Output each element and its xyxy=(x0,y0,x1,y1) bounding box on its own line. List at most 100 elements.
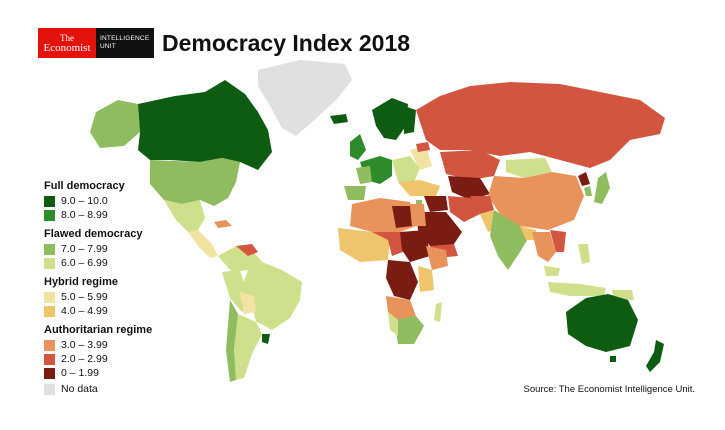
russia xyxy=(416,82,665,168)
legend-label: 7.0 – 7.99 xyxy=(61,243,108,255)
header: The Economist INTELLIGENCE UNIT Democrac… xyxy=(38,28,410,58)
uruguay xyxy=(262,334,270,344)
economist-logo: The Economist INTELLIGENCE UNIT xyxy=(38,28,154,58)
legend-item: 2.0 – 2.99 xyxy=(44,352,174,366)
legend: Full democracy 9.0 – 10.0 8.0 – 8.99 Fla… xyxy=(44,180,174,396)
caribbean xyxy=(214,220,232,228)
legend-swatch xyxy=(44,291,55,303)
finland xyxy=(404,106,416,134)
legend-swatch xyxy=(44,243,55,255)
uk-ireland xyxy=(350,134,366,160)
norway-sweden xyxy=(372,98,408,140)
logo-line1: The xyxy=(60,33,74,43)
legend-item: 5.0 – 5.99 xyxy=(44,290,174,304)
central-europe xyxy=(392,156,420,182)
source-note: Source: The Economist Intelligence Unit. xyxy=(523,384,695,395)
bolivia xyxy=(240,292,256,314)
iraq-syria xyxy=(424,196,448,212)
tasmania xyxy=(610,356,616,362)
south-korea xyxy=(584,186,592,196)
ethiopia-horn xyxy=(426,246,448,270)
north-korea xyxy=(578,172,590,186)
spain-portugal xyxy=(344,186,366,200)
legend-item: 4.0 – 4.99 xyxy=(44,304,174,318)
legend-label: 9.0 – 10.0 xyxy=(61,195,108,207)
west-africa xyxy=(338,228,390,262)
kazakhstan xyxy=(440,150,500,180)
unit-line1: INTELLIGENCE xyxy=(100,35,150,42)
afghanistan xyxy=(470,196,494,214)
legend-swatch xyxy=(44,339,55,351)
legend-heading-hybrid: Hybrid regime xyxy=(44,276,118,288)
page-title: Democracy Index 2018 xyxy=(162,29,411,56)
economist-logo-red: The Economist xyxy=(38,28,96,58)
legend-swatch xyxy=(44,367,55,379)
sudan xyxy=(400,230,430,262)
alaska xyxy=(90,100,140,148)
legend-label: 4.0 – 4.99 xyxy=(61,305,108,317)
intelligence-unit-logo: INTELLIGENCE UNIT xyxy=(96,28,154,58)
legend-item: 8.0 – 8.99 xyxy=(44,208,174,222)
new-zealand xyxy=(646,340,664,372)
legend-swatch xyxy=(44,209,55,221)
legend-item: 0 – 1.99 xyxy=(44,366,174,380)
legend-label: 6.0 – 6.99 xyxy=(61,257,108,269)
belarus xyxy=(416,142,430,152)
central-asia xyxy=(448,176,490,200)
legend-item: 6.0 – 6.99 xyxy=(44,256,174,270)
namibia-botswana xyxy=(388,312,398,336)
central-africa xyxy=(386,260,418,300)
greenland xyxy=(258,60,352,136)
legend-label: 3.0 – 3.99 xyxy=(61,339,108,351)
france xyxy=(356,166,372,184)
australia xyxy=(566,294,638,352)
legend-heading-full: Full democracy xyxy=(44,180,125,192)
india xyxy=(490,210,532,270)
legend-item: 9.0 – 10.0 xyxy=(44,194,174,208)
iran xyxy=(448,196,480,222)
east-africa xyxy=(418,266,434,292)
argentina xyxy=(234,314,262,380)
legend-swatch xyxy=(44,257,55,269)
angola-zambia xyxy=(386,296,416,320)
chile xyxy=(226,300,238,382)
southern-africa xyxy=(394,316,424,344)
mexico xyxy=(164,200,205,232)
malaysia xyxy=(544,266,560,276)
vietnam-laos xyxy=(550,230,566,252)
legend-swatch xyxy=(44,195,55,207)
venezuela xyxy=(236,244,258,256)
legend-label: 0 – 1.99 xyxy=(61,367,99,379)
paraguay xyxy=(254,312,264,324)
legend-label: 2.0 – 2.99 xyxy=(61,353,108,365)
china xyxy=(488,172,584,230)
usa xyxy=(150,158,240,206)
mongolia xyxy=(506,158,552,178)
unit-line2: UNIT xyxy=(100,43,116,50)
japan xyxy=(594,172,610,204)
iceland xyxy=(330,114,348,124)
legend-item: 7.0 – 7.99 xyxy=(44,242,174,256)
egypt xyxy=(410,204,426,226)
philippines xyxy=(578,244,590,264)
legend-item: 3.0 – 3.99 xyxy=(44,338,174,352)
madagascar xyxy=(434,302,442,322)
myanmar-thailand xyxy=(532,232,556,262)
canada xyxy=(138,80,272,170)
libya xyxy=(392,206,412,228)
legend-label: 8.0 – 8.99 xyxy=(61,209,108,221)
legend-label: No data xyxy=(61,383,98,395)
indonesia xyxy=(548,282,606,296)
legend-item-nodata: No data xyxy=(44,382,174,396)
legend-swatch xyxy=(44,353,55,365)
legend-heading-flawed: Flawed democracy xyxy=(44,228,143,240)
legend-swatch xyxy=(44,305,55,317)
legend-heading-authoritarian: Authoritarian regime xyxy=(44,324,153,336)
central-america xyxy=(188,230,218,258)
sahel xyxy=(372,232,408,256)
eastern-europe xyxy=(410,146,432,170)
legend-label: 5.0 – 5.99 xyxy=(61,291,108,303)
legend-swatch xyxy=(44,383,55,395)
balkans-turkey xyxy=(398,180,440,196)
